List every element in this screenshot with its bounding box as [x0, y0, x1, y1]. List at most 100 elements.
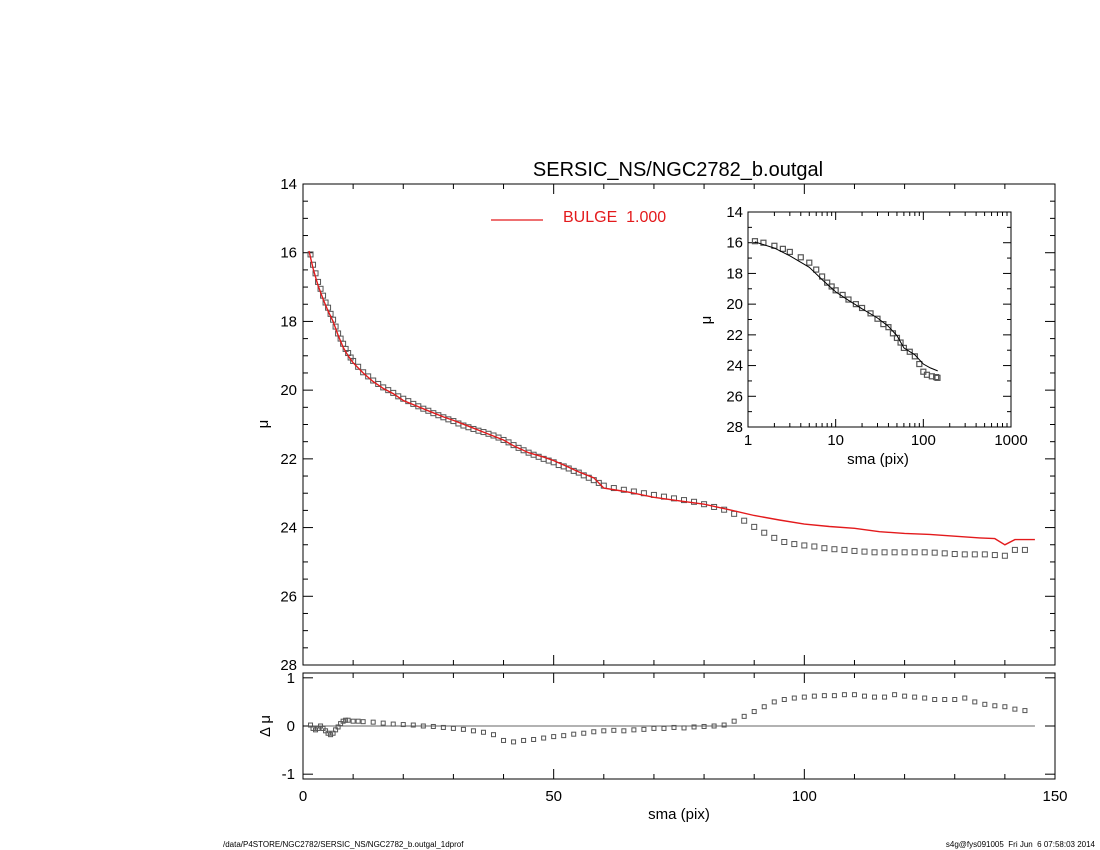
inset-data-markers: [751, 238, 941, 381]
main-data-point: [670, 495, 677, 502]
main-data-point: [610, 485, 617, 492]
inset-data-point: [797, 254, 804, 261]
residual-data-point: [521, 737, 527, 743]
inset-x-tick-labels: 1 10 100 1000: [744, 432, 1028, 449]
residual-data-point: [335, 724, 341, 730]
residual-data-point: [711, 723, 717, 729]
residual-data-point: [641, 726, 647, 732]
residual-data-point: [701, 723, 707, 729]
residual-y-tick-label: 0: [287, 718, 295, 735]
residual-data-point: [741, 713, 747, 719]
inset-x-tick-label: 1: [744, 432, 752, 449]
main-data-point: [1021, 546, 1028, 553]
main-y-tick-labels: 14 16 18 20 22 24 26 28: [280, 176, 297, 674]
main-data-point: [891, 549, 898, 556]
residual-data-point: [821, 693, 827, 699]
residual-data-markers: [308, 692, 1028, 745]
main-data-point: [811, 543, 818, 550]
residual-data-point: [731, 718, 737, 724]
main-data-point: [941, 550, 948, 557]
inset-data-point: [813, 266, 820, 273]
residual-data-point: [325, 730, 331, 736]
inset-data-point: [786, 248, 793, 256]
residual-data-point: [932, 697, 938, 702]
residual-data-point: [340, 718, 346, 724]
main-data-point: [861, 548, 868, 555]
inset-y-tick-label: 22: [726, 327, 743, 344]
main-profile-plot: 14 16 18 20 22 24 26 28 μ BULGE 1.000: [255, 176, 1056, 674]
main-data-point: [931, 549, 938, 556]
main-data-point: [771, 534, 778, 541]
residual-data-point: [355, 718, 361, 724]
main-data-point: [741, 517, 748, 524]
main-y-tick-label: 28: [280, 657, 297, 674]
inset-data-point: [916, 360, 923, 368]
inset-y-tick-labels: 14 16 18 20 22 24 26 28: [726, 204, 743, 436]
inset-x-tick-label: 1000: [994, 432, 1027, 449]
residual-data-point: [571, 731, 577, 737]
main-data-point: [981, 551, 988, 558]
residual-data-point: [460, 726, 466, 732]
residual-y-tick-label: -1: [282, 766, 295, 783]
inset-data-point: [900, 344, 907, 352]
residual-data-point: [345, 717, 351, 723]
residual-data-point: [330, 730, 336, 736]
residual-data-point: [922, 695, 928, 701]
residual-data-point: [420, 723, 426, 729]
residual-data-point: [661, 725, 667, 731]
inset-y-tick-label: 14: [726, 204, 743, 221]
residual-data-point: [751, 709, 757, 715]
residual-data-point: [952, 697, 958, 702]
inset-data-point: [885, 324, 892, 331]
residual-data-point: [360, 719, 366, 725]
residual-data-point: [872, 694, 878, 700]
residual-y-tick-label: 1: [287, 670, 295, 687]
inset-data-point: [832, 287, 839, 294]
residual-data-point: [541, 735, 547, 741]
main-data-point: [911, 549, 918, 556]
residual-data-point: [721, 722, 727, 728]
inset-data-point: [867, 310, 874, 317]
main-data-point: [991, 552, 998, 559]
main-data-point: [871, 549, 878, 556]
inset-data-point: [911, 353, 918, 360]
residual-y-tick-labels: -1 0 1: [282, 670, 295, 783]
residual-data-point: [651, 725, 657, 731]
residual-data-point: [962, 695, 968, 701]
residual-x-tick-label: 0: [299, 788, 307, 805]
residual-data-point: [1012, 706, 1018, 712]
main-data-point: [971, 551, 978, 558]
inset-y-tick-label: 28: [726, 419, 743, 436]
main-data-point: [355, 363, 362, 370]
inset-data-point: [779, 245, 786, 252]
main-data-point: [620, 486, 627, 493]
inset-model-curve: [754, 241, 938, 372]
residual-data-point: [942, 697, 948, 702]
residual-data-point: [892, 692, 898, 698]
inset-y-axis-label: μ: [698, 316, 715, 325]
main-data-point: [851, 547, 858, 554]
residual-data-point: [902, 693, 908, 699]
residual-y-axis-label: Δ μ: [257, 715, 274, 737]
residual-data-point: [621, 728, 627, 734]
main-y-tick-label: 24: [280, 520, 297, 537]
inset-data-point: [897, 339, 904, 346]
inset-y-tick-label: 24: [726, 358, 743, 375]
residual-data-point: [410, 722, 416, 728]
residual-x-axis-label: sma (pix): [648, 806, 710, 823]
residual-data-point: [912, 694, 918, 700]
residual-data-point: [551, 734, 557, 740]
inset-data-point: [806, 259, 813, 266]
residual-data-point: [882, 694, 888, 700]
main-y-tick-label: 20: [280, 382, 297, 399]
residual-data-point: [350, 718, 356, 724]
main-data-point: [921, 549, 928, 556]
residual-data-point: [561, 733, 567, 739]
inset-data-point: [845, 296, 852, 303]
inset-y-tick-label: 26: [726, 388, 743, 405]
residual-plot: -101 0 50 100 150 Δ μ sma (pix): [257, 670, 1068, 823]
main-data-point: [951, 551, 958, 558]
residual-data-point: [581, 730, 587, 736]
residual-x-tick-label: 150: [1042, 788, 1067, 805]
main-data-point: [961, 551, 968, 558]
